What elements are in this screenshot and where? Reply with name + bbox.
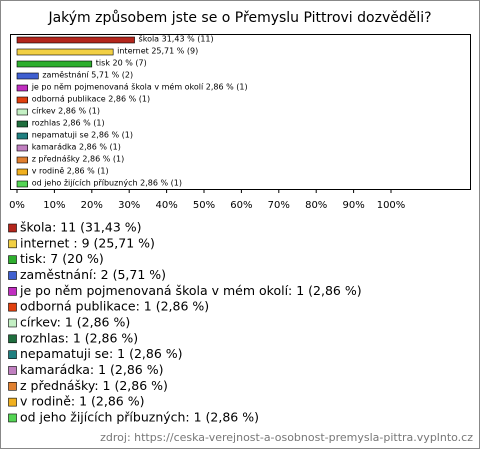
legend-swatch	[8, 302, 17, 312]
legend-swatch	[8, 366, 17, 375]
x-tick-label: 90%	[342, 200, 364, 211]
legend-label: internet : 9 (25,71 %)	[20, 235, 155, 250]
legend-label: z přednášky: 1 (2,86 %)	[20, 378, 168, 393]
bar	[16, 48, 114, 56]
x-tick-label: 80%	[305, 200, 327, 211]
legend-swatch	[8, 271, 17, 280]
bar	[16, 144, 28, 152]
bar	[16, 132, 28, 140]
value-label: zaměstnání 5,71 % (2)	[42, 71, 133, 80]
x-tick-label: 30%	[118, 200, 140, 211]
source: zdroj: https://ceska-verejnost-a-osobnos…	[100, 431, 473, 444]
legend-swatch	[8, 223, 17, 233]
legend-label: odborná publikace: 1 (2,86 %)	[20, 299, 209, 314]
x-tick-label: 50%	[193, 200, 215, 211]
legend-label: církev: 1 (2,86 %)	[20, 314, 130, 329]
bar	[16, 108, 28, 116]
bar	[16, 180, 28, 188]
x-tick-label: 20%	[81, 200, 103, 211]
bar	[16, 60, 93, 68]
value-label: od jeho žijících příbuzných 2,86 % (1)	[32, 179, 182, 188]
legend-label: kamarádka: 1 (2,86 %)	[20, 362, 163, 377]
legend-label: škola: 11 (31,43 %)	[20, 220, 142, 235]
bar	[16, 156, 28, 164]
legend-swatch	[8, 397, 17, 407]
value-label: nepamatuji se 2,86 % (1)	[32, 131, 133, 140]
bar	[16, 36, 135, 44]
value-label: tisk 20 % (7)	[96, 59, 147, 68]
legend-swatch	[8, 413, 17, 423]
chart-title: Jakým způsobem jste se o Přemyslu Pittro…	[47, 10, 431, 26]
bar	[16, 120, 28, 128]
value-label: odborná publikace 2,86 % (1)	[32, 95, 150, 104]
legend-swatch	[8, 318, 17, 328]
x-tick-label: 100%	[377, 200, 406, 211]
bar	[16, 72, 39, 80]
legend-label: je po něm pojmenovaná škola v mém okolí:…	[19, 283, 362, 298]
value-label: v rodině 2,86 % (1)	[32, 167, 109, 176]
legend-label: tisk: 7 (20 %)	[20, 251, 104, 266]
legend-label: zaměstnání: 2 (5,71 %)	[20, 267, 166, 282]
legend-label: rozhlas: 1 (2,86 %)	[20, 330, 138, 345]
bar	[16, 168, 28, 176]
value-label: církev 2,86 % (1)	[32, 107, 100, 116]
value-label: internet 25,71 % (9)	[117, 47, 198, 56]
value-label: z přednášky 2,86 % (1)	[32, 154, 125, 164]
x-tick-label: 70%	[268, 200, 290, 211]
value-label: škola 31,43 % (11)	[139, 34, 214, 44]
bar	[16, 84, 28, 92]
legend-swatch	[8, 381, 17, 391]
value-label: kamarádka 2,86 % (1)	[32, 143, 121, 152]
legend-swatch	[8, 334, 17, 344]
plot-area	[10, 34, 471, 190]
x-tick-label: 10%	[43, 200, 65, 211]
legend-swatch	[8, 239, 17, 249]
legend-swatch	[8, 350, 17, 359]
legend-swatch	[8, 287, 17, 296]
value-label: rozhlas 2,86 % (1)	[32, 119, 105, 128]
legend-label: nepamatuji se: 1 (2,86 %)	[20, 346, 183, 361]
legend-label: od jeho žijících příbuzných: 1 (2,86 %)	[20, 409, 259, 424]
value-label: je po něm pojmenovaná škola v mém okolí …	[31, 82, 248, 92]
x-tick-label: 60%	[230, 200, 252, 211]
x-tick-label: 0%	[9, 200, 25, 211]
bar	[16, 96, 28, 104]
x-tick-label: 40%	[155, 200, 177, 211]
legend-swatch	[8, 255, 17, 264]
legend-label: v rodině: 1 (2,86 %)	[20, 394, 144, 409]
